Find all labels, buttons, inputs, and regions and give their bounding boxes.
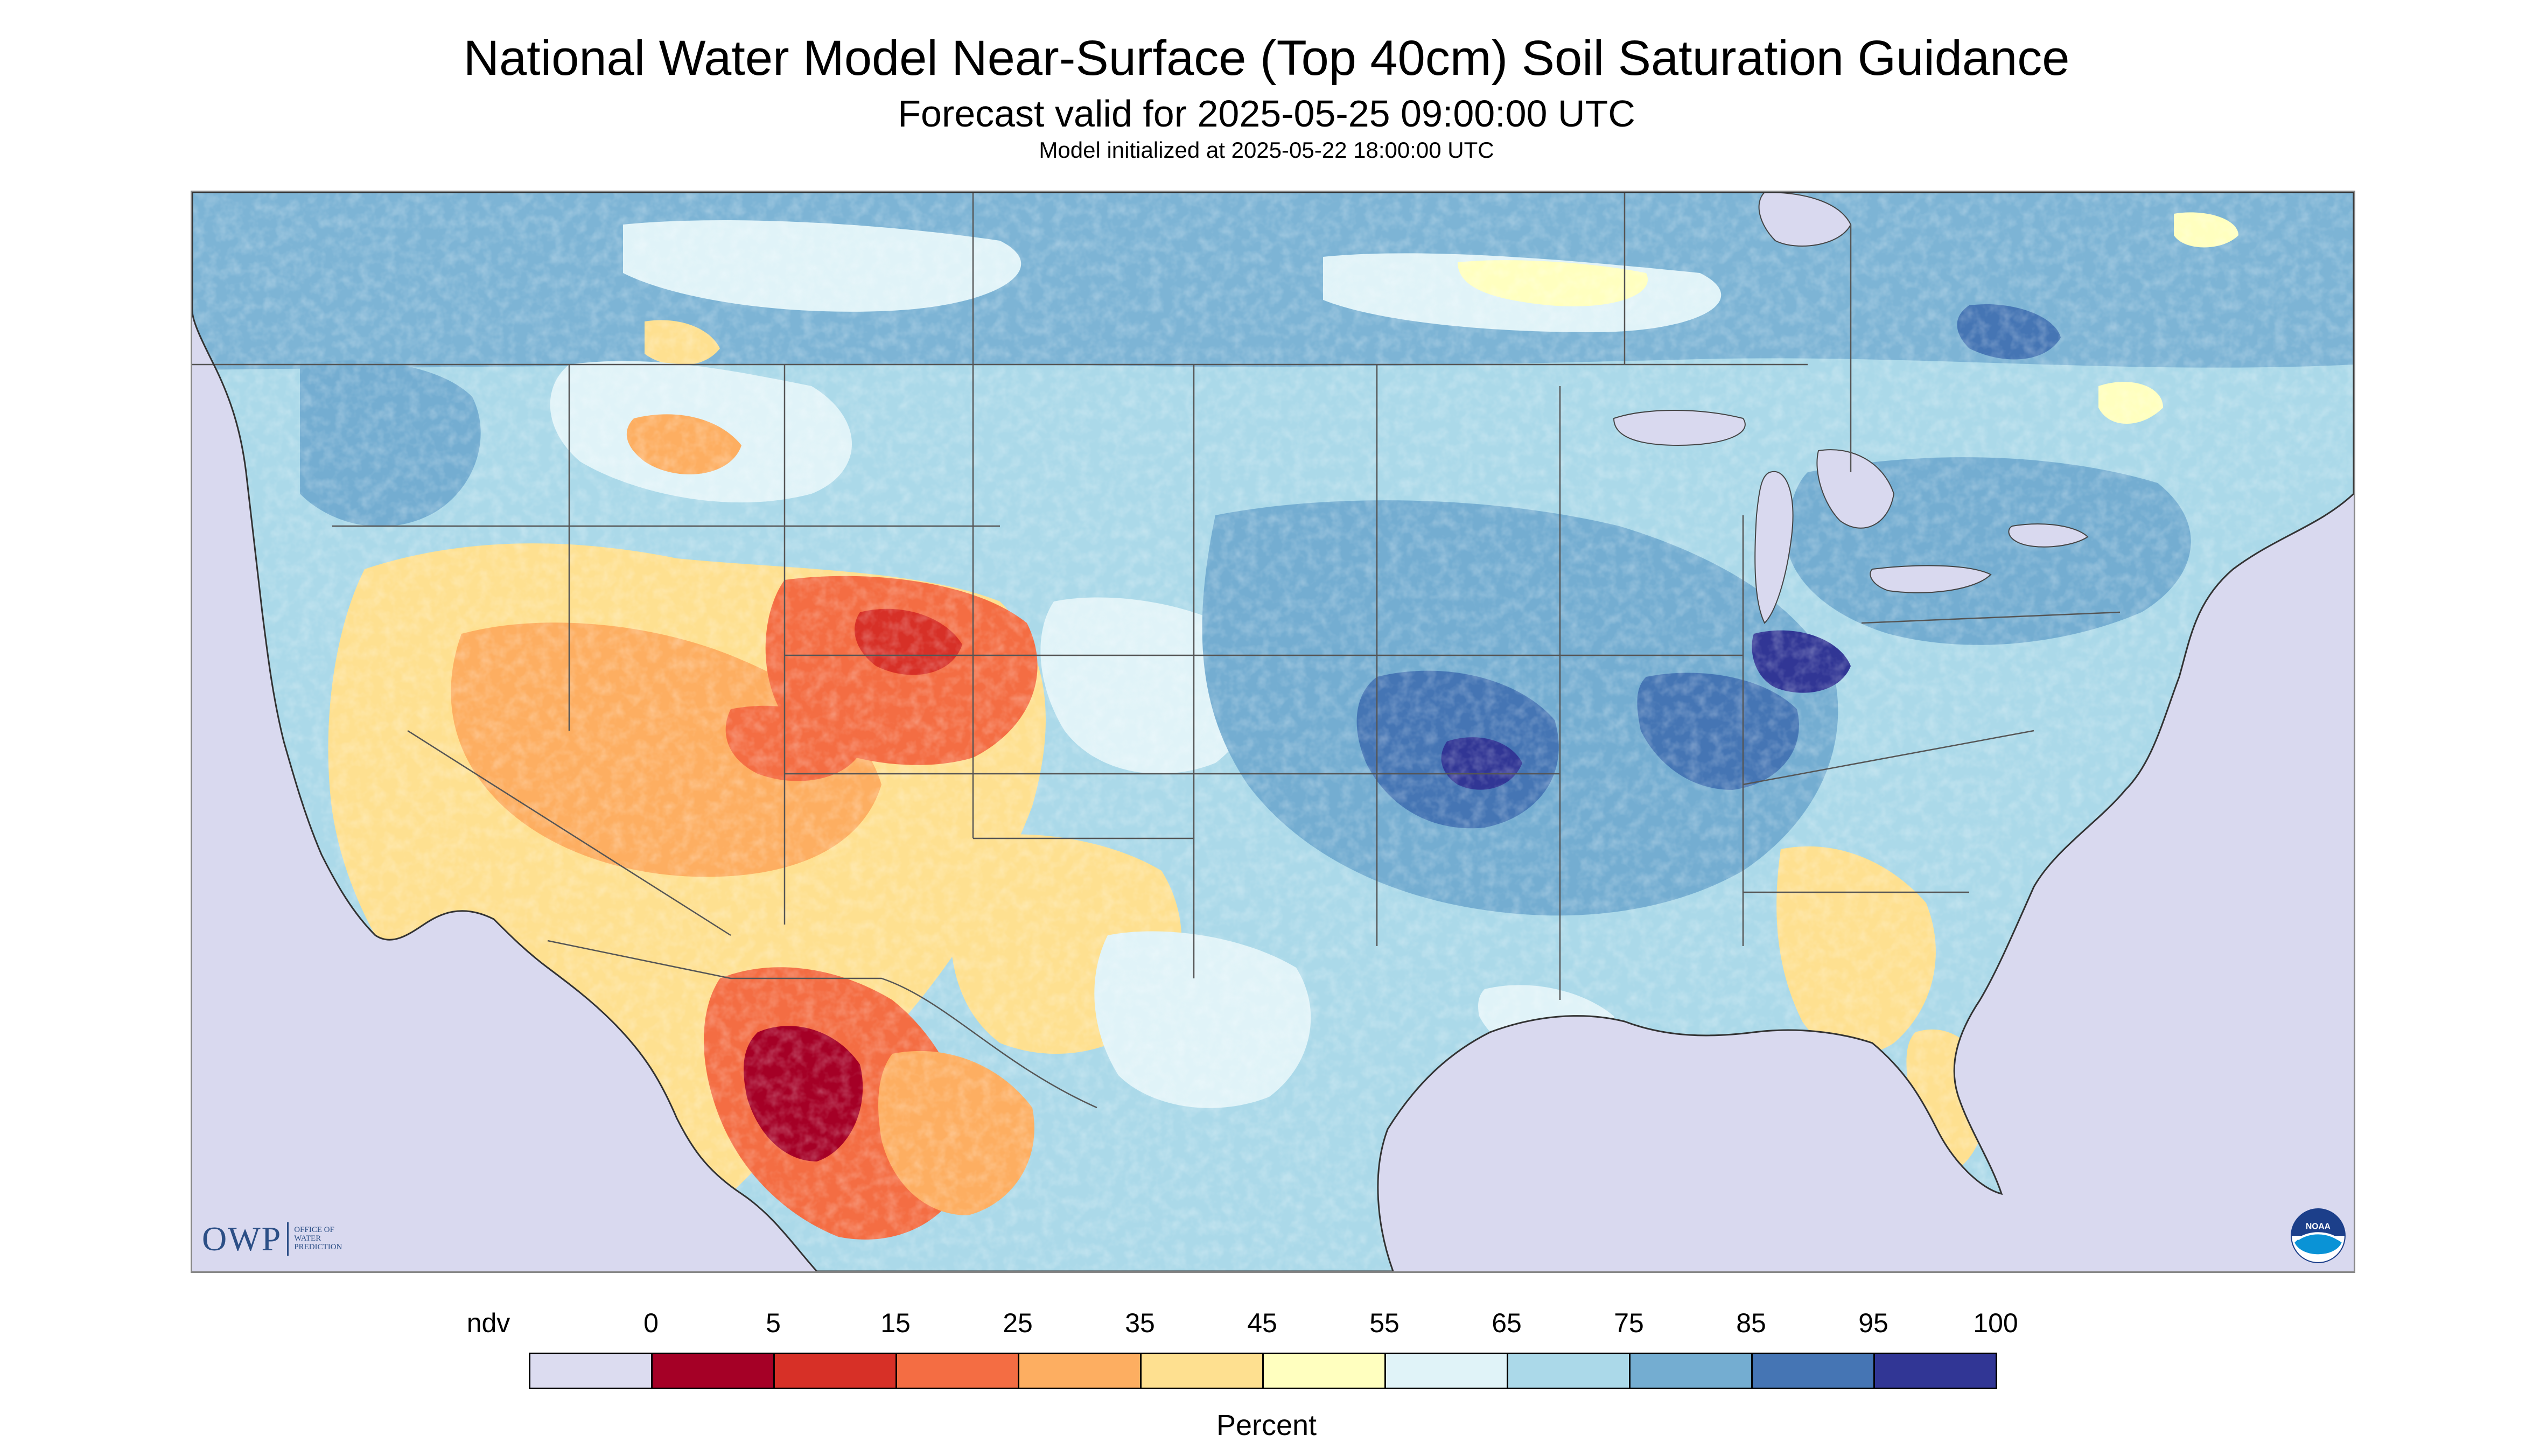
- hudson-bay-edge: [1758, 192, 1852, 247]
- legend-swatch: [1018, 1353, 1142, 1389]
- lake-superior: [1613, 410, 1746, 446]
- legend-swatch: [529, 1353, 653, 1389]
- legend-tick-label: ndv: [466, 1308, 510, 1338]
- legend-unit-label: Percent: [1216, 1409, 1317, 1441]
- noaa-logo-text: NOAA: [2306, 1222, 2331, 1231]
- legend-swatch: [1629, 1353, 1753, 1389]
- lake-erie: [1870, 565, 1992, 593]
- legend-tick-label: 45: [1247, 1308, 1277, 1338]
- legend-colorbar: [529, 1353, 1997, 1389]
- legend-swatch: [1384, 1353, 1508, 1389]
- model-init-line: Model initialized at 2025-05-22 18:00:00…: [1039, 137, 1494, 163]
- legend-swatch: [773, 1353, 897, 1389]
- owp-logo-line3: Prediction: [294, 1242, 342, 1251]
- legend-swatch: [651, 1353, 775, 1389]
- lake-ontario: [2008, 523, 2089, 548]
- lake-michigan: [1754, 471, 1794, 624]
- legend-swatch: [895, 1353, 1019, 1389]
- legend-tick-label: 0: [643, 1308, 659, 1338]
- legend-labels: ndv 0 5 15 25 35 45 55 65 75 85 95 100: [0, 1310, 2533, 1344]
- owp-logo-letters: OWP: [202, 1220, 282, 1258]
- owp-logo: OWP Office of Water Prediction: [202, 1217, 342, 1261]
- legend-tick-label: 85: [1736, 1308, 1766, 1338]
- legend-swatch: [1507, 1353, 1631, 1389]
- owp-logo-line2: Water: [294, 1234, 321, 1243]
- forecast-valid-subtitle: Forecast valid for 2025-05-25 09:00:00 U…: [898, 93, 1635, 135]
- legend-swatch: [1751, 1353, 1875, 1389]
- legend-swatch: [1873, 1353, 1997, 1389]
- legend-tick-label: 25: [1003, 1308, 1033, 1338]
- legend-tick-label: 75: [1614, 1308, 1644, 1338]
- legend-tick-label: 55: [1369, 1308, 1400, 1338]
- legend-swatch: [1262, 1353, 1386, 1389]
- legend-tick-label: 95: [1858, 1308, 1888, 1338]
- legend-tick-label: 15: [880, 1308, 911, 1338]
- legend-tick-label: 35: [1125, 1308, 1155, 1338]
- legend-tick-label: 100: [1973, 1308, 2018, 1338]
- owp-logo-separator: [287, 1222, 289, 1256]
- legend-tick-label: 65: [1492, 1308, 1522, 1338]
- lake-huron: [1816, 449, 1895, 529]
- legend-tick-label: 5: [766, 1308, 781, 1338]
- owp-logo-text: Office of Water Prediction: [294, 1226, 342, 1251]
- noaa-logo-icon: NOAA: [2291, 1208, 2346, 1263]
- state-boundaries: [192, 192, 2121, 1109]
- owp-logo-line1: Office of: [294, 1226, 334, 1235]
- legend-swatch: [1140, 1353, 1264, 1389]
- soil-saturation-map[interactable]: OWP Office of Water Prediction NOAA: [191, 191, 2355, 1273]
- map-canvas: [192, 192, 2354, 1271]
- map-title: National Water Model Near-Surface (Top 4…: [463, 31, 2070, 86]
